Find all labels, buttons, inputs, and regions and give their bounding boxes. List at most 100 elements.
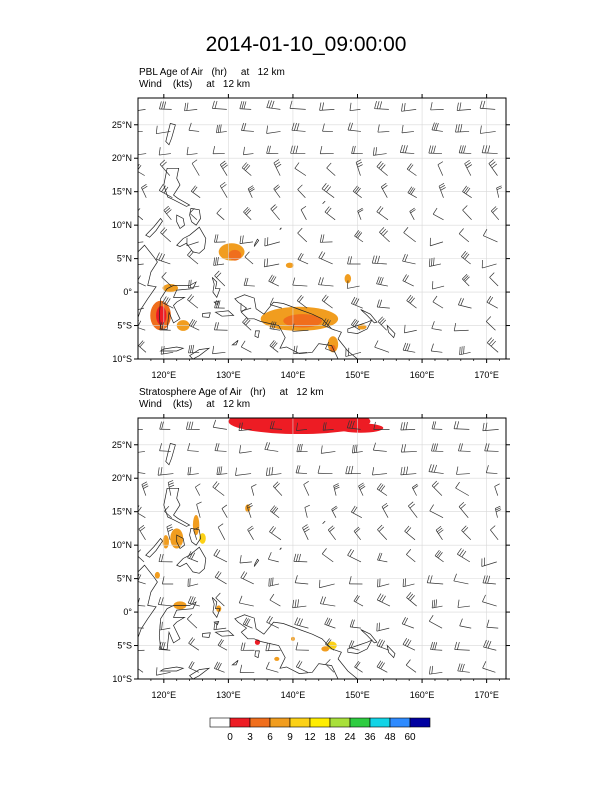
wind-barb-feather: [238, 422, 241, 431]
wind-barb: [138, 668, 144, 673]
wind-barb: [405, 664, 417, 673]
wind-barb-feather: [376, 299, 380, 308]
wind-barb-feather: [268, 616, 273, 624]
wind-barb-feather: [354, 320, 359, 327]
coastline: [386, 644, 396, 659]
wind-barb: [401, 109, 417, 112]
wind-barb-feather: [292, 599, 295, 608]
wind-barb: [195, 486, 201, 496]
wind-barb: [270, 208, 280, 221]
colorbar-label: 3: [247, 732, 253, 743]
wind-barb: [217, 526, 226, 540]
wind-barb: [297, 189, 306, 198]
wind-barb-feather: [138, 208, 141, 212]
wind-barb-feather: [349, 122, 353, 131]
wind-barb-feather: [457, 548, 462, 555]
wind-barb-feather: [164, 505, 170, 512]
wind-barb-feather: [129, 620, 131, 628]
wind-barb-feather: [189, 466, 192, 475]
wind-barb-feather: [159, 159, 166, 165]
wind-barb: [482, 429, 499, 432]
wind-barb-feather: [138, 573, 140, 578]
wind-barb-feather: [486, 295, 492, 303]
wind-barb-feather: [134, 147, 135, 155]
wind-barb: [214, 668, 225, 673]
wind-barb: [187, 473, 199, 476]
wind-barb-feather: [133, 598, 135, 606]
wind-barb-feather: [408, 164, 414, 171]
wind-barb-feather: [372, 442, 376, 451]
wind-barb: [432, 213, 444, 221]
wind-barb-feather: [479, 100, 483, 109]
wind-barb-feather: [380, 485, 386, 492]
wind-barb-feather: [169, 484, 175, 488]
wind-barb: [296, 666, 308, 673]
wind-barb: [241, 130, 254, 132]
wind-barb: [374, 108, 389, 110]
wind-barb: [434, 555, 444, 563]
wind-barb: [350, 626, 361, 629]
wind-barb-feather: [351, 145, 354, 154]
wind-barb-feather: [380, 277, 384, 285]
wind-barb-feather: [296, 123, 300, 131]
coastline: [279, 547, 282, 550]
y-tick-label: 5°S: [117, 641, 132, 651]
wind-barb-feather: [292, 145, 296, 154]
coastline: [253, 238, 260, 247]
wind-barb-feather: [486, 619, 490, 628]
wind-barb: [239, 561, 252, 564]
wind-barb-feather: [294, 617, 298, 625]
wind-barb-feather: [319, 234, 323, 243]
wind-barb-feather: [351, 318, 356, 325]
wind-barb-feather: [189, 208, 195, 214]
wind-barb-feather: [428, 614, 434, 622]
wind-barb-feather: [272, 276, 277, 284]
wind-barb: [377, 599, 391, 607]
wind-barb-feather: [376, 638, 381, 646]
coastline: [163, 487, 191, 527]
wind-barb-feather: [295, 345, 298, 354]
wind-barb-feather: [142, 483, 148, 487]
wind-barb-feather: [163, 186, 169, 194]
wind-barb-feather: [404, 525, 410, 532]
wind-barb-feather: [297, 184, 303, 190]
wind-barb-feather: [463, 275, 469, 281]
wind-barb: [156, 671, 171, 676]
wind-barb-feather: [189, 251, 195, 257]
wind-barb: [296, 472, 308, 474]
wind-barb-feather: [346, 420, 350, 428]
wind-barb-feather: [191, 159, 198, 164]
wind-barb-feather: [479, 125, 482, 134]
wind-barb-feather: [355, 231, 361, 238]
wind-barb: [266, 473, 282, 476]
wind-barb-feather: [377, 316, 383, 322]
wind-barb: [251, 486, 255, 496]
wind-barb-feather: [216, 572, 222, 579]
coastline: [159, 666, 185, 672]
wind-barb: [292, 284, 308, 287]
coastline: [386, 324, 396, 339]
wind-barb-feather: [428, 145, 432, 154]
wind-barb: [138, 512, 146, 519]
wind-barb-feather: [402, 253, 406, 262]
wind-barb-feather: [273, 507, 279, 514]
wind-barb-feather: [347, 122, 351, 131]
wind-barb-feather: [271, 466, 274, 475]
wind-barb-feather: [487, 575, 491, 584]
wind-barb-feather: [461, 663, 465, 672]
wind-barb-feather: [159, 443, 162, 451]
wind-barb-feather: [431, 421, 435, 430]
wind-barb-feather: [379, 101, 383, 110]
wind-barb: [480, 131, 496, 134]
wind-barb-feather: [404, 254, 409, 262]
wind-barb-feather: [294, 162, 300, 169]
wind-barb-feather: [433, 464, 437, 473]
wind-barb-feather: [406, 549, 412, 555]
wind-barb-feather: [485, 422, 488, 431]
colorbar-label: 6: [267, 732, 273, 743]
wind-barb: [429, 620, 443, 629]
wind-barb-feather: [380, 319, 387, 325]
wind-barb-feather: [269, 321, 273, 329]
wind-barb-feather: [435, 443, 438, 452]
wind-barb: [376, 166, 388, 176]
